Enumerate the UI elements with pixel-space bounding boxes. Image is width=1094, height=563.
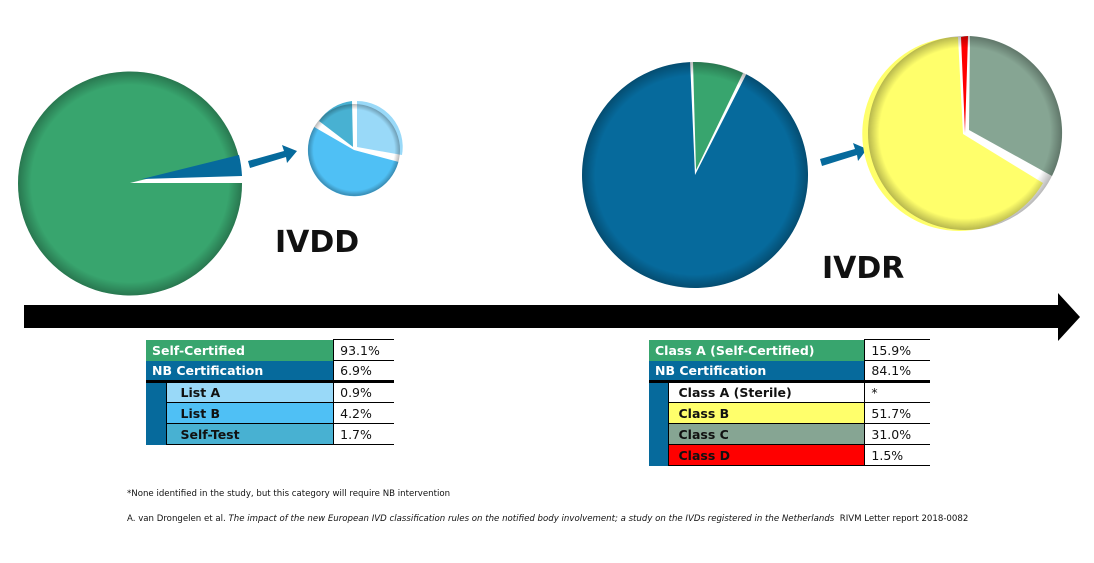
ivdd-label: IVDD: [275, 225, 360, 260]
ivdr-class-c-value: 31.0%: [864, 423, 930, 445]
table-row: NB Certification 84.1%: [649, 360, 930, 383]
citation-authors: A. van Drongelen et al.: [127, 514, 229, 524]
ivdr-nb-breakdown-pie: [862, 36, 1063, 231]
citation-source: RIVM Letter report 2018-0082: [834, 514, 969, 524]
ivdd-nb-certification-slice: [142, 155, 242, 179]
ivdr-class-c-label: Class C: [667, 423, 865, 445]
citation-title: The impact of the new European IVD class…: [228, 514, 835, 524]
ivdr-class-a-sterile-label: Class A (Sterile): [667, 381, 865, 403]
ivdr-connector-arrow-icon: [820, 143, 867, 166]
table-row: Class A (Sterile) *: [649, 381, 930, 466]
ivdr-class-d-label: Class D: [667, 444, 865, 466]
ivdd-nb-certification-label: NB Certification: [146, 360, 334, 383]
table-row: Class C 31.0%: [649, 423, 930, 445]
ivdr-class-b-value: 51.7%: [864, 402, 930, 424]
ivdd-self-test-label: Self-Test: [165, 423, 334, 445]
ivdr-class-a-self-certified-label: Class A (Self-Certified): [649, 339, 865, 361]
ivdr-nb-certification-label: NB Certification: [649, 360, 865, 383]
ivdd-list-b-label: List B: [165, 402, 334, 424]
table-row: List A 0.9%: [146, 381, 394, 445]
ivdd-main-pie: [18, 71, 243, 296]
citation: A. van Drongelen et al. The impact of th…: [127, 514, 968, 524]
ivdr-class-a-self-certified-value: 15.9%: [864, 339, 930, 361]
table-row: Self-Certified 93.1%: [146, 339, 394, 361]
table-row: NB Certification 6.9%: [146, 360, 394, 383]
table-row: Self-Test 1.7%: [146, 423, 394, 445]
ivdd-list-a-label: List A: [165, 381, 334, 403]
timeline-arrow-icon: [24, 293, 1080, 341]
ivdd-connector-arrow-icon: [248, 145, 297, 168]
ivdd-nb-certification-value: 6.9%: [333, 360, 394, 383]
ivdr-main-pie: [582, 61, 809, 288]
ivdd-table: Self-Certified 93.1% NB Certification 6.…: [146, 339, 394, 445]
ivdr-class-b-label: Class B: [667, 402, 865, 424]
ivdr-class-a-sterile-value: *: [864, 381, 930, 403]
table-row: List B 4.2%: [146, 402, 394, 424]
table-row: Class A (Self-Certified) 15.9%: [649, 339, 930, 361]
ivdr-class-d-value: 1.5%: [864, 444, 930, 466]
ivdd-indent-bar: [146, 381, 166, 445]
ivdd-self-test-value: 1.7%: [333, 423, 394, 445]
footnote: *None identified in the study, but this …: [127, 489, 451, 499]
ivdr-indent-bar: [649, 381, 668, 466]
ivdd-list-b-value: 4.2%: [333, 402, 394, 424]
table-row: Class B 51.7%: [649, 402, 930, 424]
ivdr-label: IVDR: [822, 251, 905, 286]
ivdd-nb-breakdown-pie: [307, 101, 403, 197]
ivdd-self-certified-value: 93.1%: [333, 339, 394, 361]
ivdr-table: Class A (Self-Certified) 15.9% NB Certif…: [649, 339, 930, 466]
ivdr-nb-certification-value: 84.1%: [864, 360, 930, 383]
ivdd-self-certified-label: Self-Certified: [146, 339, 334, 361]
table-row: Class D 1.5%: [649, 444, 930, 466]
ivdd-list-a-value: 0.9%: [333, 381, 394, 403]
